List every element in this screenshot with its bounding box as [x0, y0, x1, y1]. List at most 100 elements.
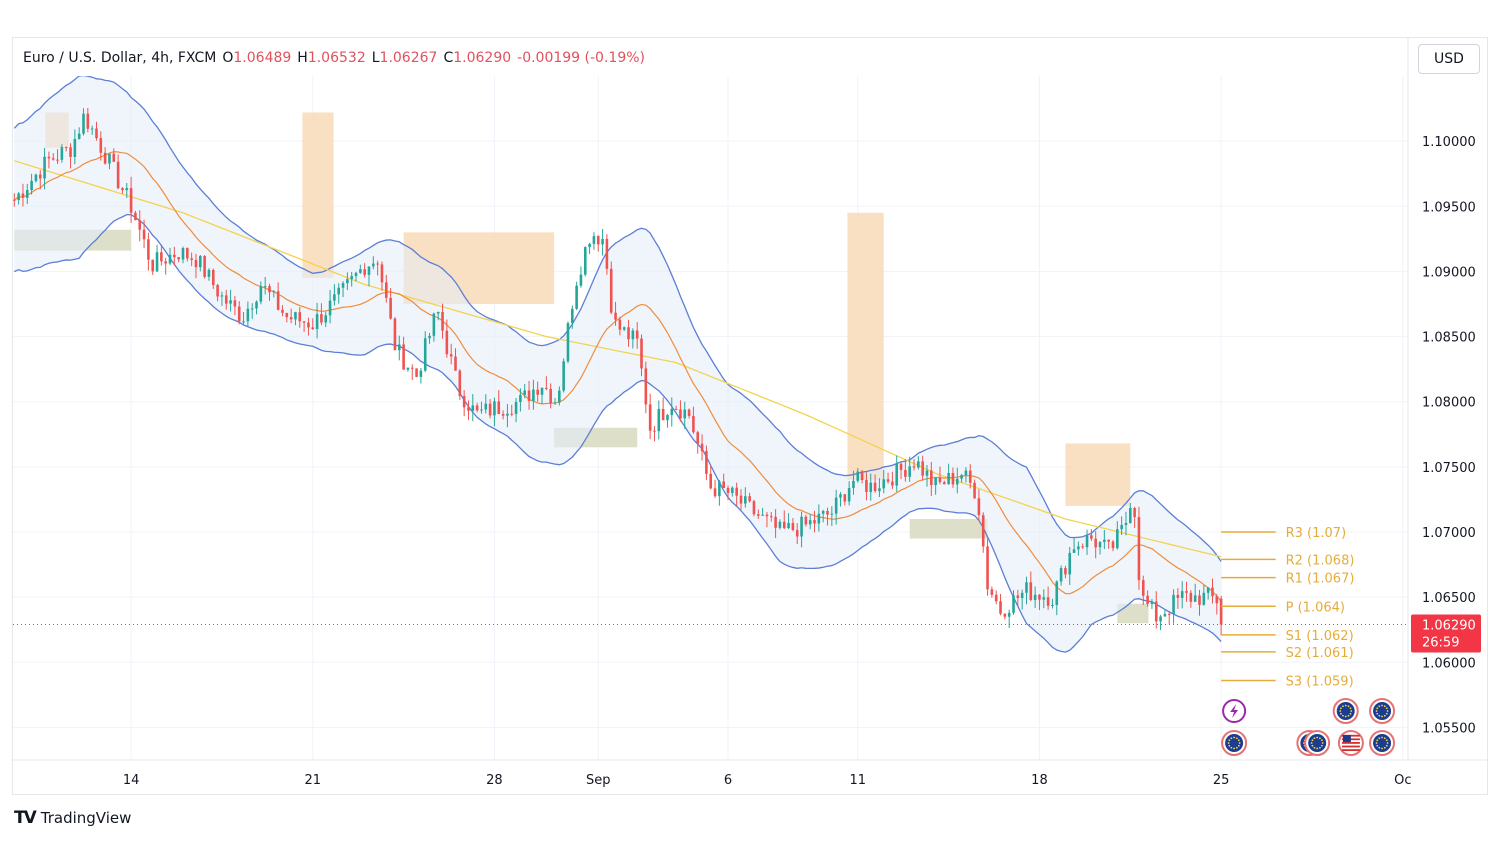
candle-body	[873, 482, 877, 492]
low-value: 1.06267	[379, 50, 438, 66]
candle-body	[220, 295, 224, 297]
candle-body	[514, 402, 518, 414]
candle-body	[255, 301, 258, 309]
candle-body	[506, 413, 509, 416]
candle-body	[808, 520, 812, 525]
lightning-bolt	[1230, 704, 1239, 718]
y-tick-label: 1.08000	[1422, 396, 1476, 411]
x-tick-label: 18	[1031, 773, 1048, 788]
candle-body	[973, 482, 976, 499]
us-flag-stripe	[1341, 742, 1360, 744]
candle-body	[246, 308, 250, 322]
candle-body	[354, 272, 358, 277]
candle-body	[757, 514, 760, 516]
eu-flag-star	[1311, 739, 1314, 742]
candle-body	[951, 473, 955, 485]
candle-body	[1124, 522, 1128, 525]
candle-body	[263, 286, 267, 288]
eu-flag-star	[1321, 739, 1323, 742]
candle-body	[596, 236, 600, 245]
candle-body	[108, 153, 111, 164]
candle-body	[60, 147, 64, 160]
candle-body	[488, 403, 492, 416]
candle-body	[341, 283, 345, 288]
eu-flag-bg	[1373, 702, 1392, 720]
candle-body	[752, 501, 756, 515]
candle-body	[73, 139, 77, 157]
candle-body	[272, 291, 276, 293]
candle-body	[891, 481, 894, 486]
candle-body	[86, 113, 90, 129]
candle-body	[865, 479, 868, 493]
symbol-title[interactable]: Euro / U.S. Dollar, 4h, FXCM	[23, 50, 217, 66]
eu-flag-star	[1228, 744, 1231, 747]
eu-flag-star	[1376, 739, 1379, 742]
tradingview-brand[interactable]: TV TradingView	[14, 808, 131, 828]
candle-body	[147, 239, 150, 260]
candle-body	[1202, 592, 1206, 605]
eu-flag-star	[1340, 707, 1342, 710]
eu-flag-bg	[1308, 734, 1327, 752]
last-price-tag: 1.06290 26:59	[1411, 614, 1481, 653]
candle-body	[406, 367, 410, 370]
price-tag-bg	[1411, 614, 1481, 653]
candle-body	[627, 327, 630, 340]
candle-body	[1098, 542, 1102, 548]
candle-body	[852, 480, 855, 489]
candle-body	[1090, 535, 1093, 539]
candle-body	[164, 261, 167, 264]
candle-body	[1150, 601, 1154, 604]
candle-body	[540, 387, 544, 395]
candle-body	[964, 470, 968, 476]
candle-body	[735, 487, 738, 496]
candle-body	[934, 477, 937, 486]
eu-flag-star	[1316, 747, 1319, 750]
candle-body	[194, 259, 198, 268]
candle-body	[363, 269, 366, 275]
candle-body	[614, 312, 617, 320]
candle-body	[791, 522, 795, 530]
eu-flag-event-icon	[1332, 698, 1359, 724]
candle-body	[199, 256, 202, 268]
candle-body	[510, 413, 514, 415]
candle-body	[847, 488, 851, 502]
candle-body	[1215, 596, 1219, 604]
pivot-label: S3 (1.059)	[1286, 675, 1354, 690]
eu-flag-star	[1227, 742, 1230, 744]
eu-flag-star	[1349, 712, 1352, 715]
eu-flag-star	[1344, 704, 1347, 707]
candle-body	[635, 330, 639, 339]
candle-body	[532, 389, 535, 401]
open-label: O	[222, 50, 234, 66]
x-tick-label: 11	[850, 773, 867, 788]
candle-body	[813, 520, 816, 524]
candle-body	[1055, 581, 1059, 605]
pivot-label: P (1.064)	[1286, 600, 1345, 615]
fast-moving-average	[13, 151, 1222, 602]
candle-body	[523, 390, 527, 395]
candle-body	[804, 516, 808, 525]
candle-body	[181, 248, 185, 260]
chart-frame	[12, 37, 1488, 795]
y-tick-label: 1.06000	[1422, 656, 1476, 671]
candle-body	[609, 268, 613, 313]
candle-body	[631, 330, 635, 340]
candle-body	[1081, 546, 1085, 548]
supply-zone	[302, 112, 334, 278]
high-label: H	[297, 50, 308, 66]
candle-body	[324, 315, 328, 323]
candle-body	[800, 516, 803, 537]
candle-body	[562, 361, 565, 391]
eu-flag-star	[1228, 739, 1231, 742]
candle-body	[1141, 580, 1145, 596]
candle-body	[999, 601, 1002, 614]
candle-body	[592, 236, 596, 244]
candle-body	[1016, 595, 1020, 599]
eu-flag-star	[1386, 742, 1389, 744]
candle-body	[402, 344, 405, 370]
candle-body	[782, 521, 786, 529]
candle-body	[748, 496, 751, 502]
candle-body	[912, 466, 916, 468]
currency-button[interactable]: USD	[1418, 44, 1480, 74]
